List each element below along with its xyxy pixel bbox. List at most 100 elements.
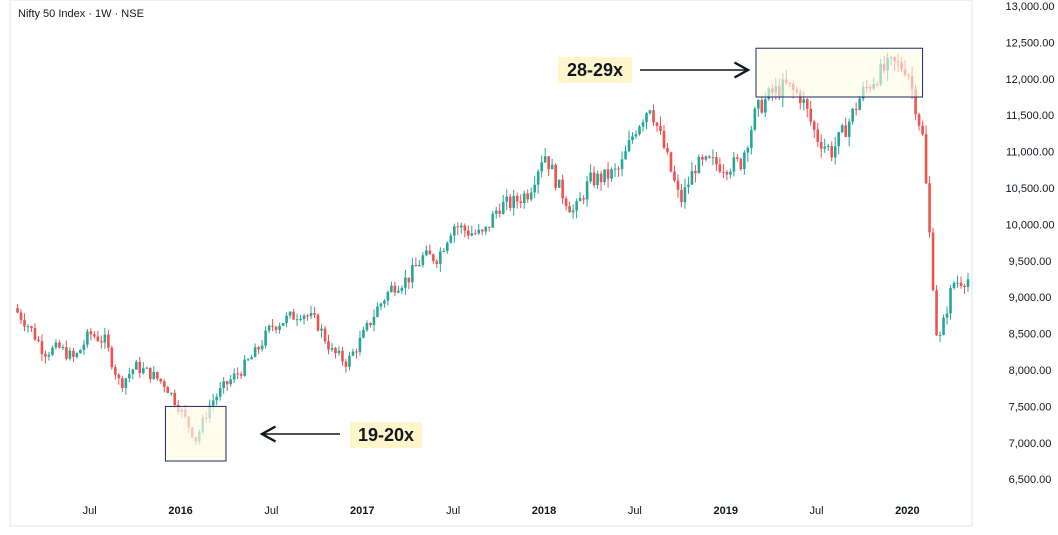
candle-up bbox=[51, 347, 54, 355]
candle-down bbox=[798, 92, 802, 103]
y-tick-label: 12,000.00 bbox=[1006, 74, 1055, 86]
candle-down bbox=[809, 108, 813, 122]
candle-up bbox=[103, 334, 107, 343]
candle-up bbox=[543, 156, 547, 163]
candle-down bbox=[519, 201, 523, 204]
candle-down bbox=[138, 361, 142, 374]
candle-down bbox=[257, 347, 260, 350]
candle-down bbox=[393, 285, 397, 293]
candle-up bbox=[449, 235, 453, 243]
candle-down bbox=[292, 311, 295, 320]
candle-up bbox=[610, 169, 613, 179]
candle-down bbox=[225, 381, 229, 385]
candle-down bbox=[313, 313, 316, 315]
candle-down bbox=[369, 322, 372, 326]
candle-down bbox=[236, 373, 239, 375]
candle-down bbox=[669, 152, 673, 172]
candle-down bbox=[114, 367, 117, 375]
candle-down bbox=[928, 183, 931, 233]
candle-up bbox=[54, 342, 58, 348]
candle-up bbox=[627, 140, 631, 152]
candle-down bbox=[924, 134, 928, 184]
candle-down bbox=[44, 353, 47, 357]
candle-up bbox=[421, 255, 425, 266]
candle-up bbox=[253, 347, 257, 358]
candle-down bbox=[561, 179, 564, 199]
candle-down bbox=[599, 173, 603, 183]
candle-down bbox=[58, 342, 61, 348]
candle-up bbox=[945, 313, 949, 318]
candle-down bbox=[341, 350, 344, 362]
candle-up bbox=[128, 373, 131, 379]
candle-up bbox=[124, 378, 128, 388]
x-tick-label: Jul bbox=[628, 505, 642, 517]
candle-up bbox=[613, 168, 617, 170]
candle-up bbox=[501, 201, 505, 214]
candle-up bbox=[603, 169, 606, 183]
candle-down bbox=[96, 336, 100, 342]
y-tick-label: 6,500.00 bbox=[1009, 474, 1052, 486]
x-axis: Jul 2016 Jul 2017 Jul 2018 Jul 2019 Jul 2020 bbox=[83, 505, 920, 517]
candle-down bbox=[65, 347, 68, 359]
candle-down bbox=[271, 325, 274, 327]
y-tick-label: 7,000.00 bbox=[1009, 438, 1052, 450]
candle-up bbox=[746, 147, 750, 153]
candle-down bbox=[568, 206, 571, 213]
candle-down bbox=[435, 261, 439, 264]
candle-up bbox=[285, 315, 288, 324]
candle-down bbox=[736, 157, 739, 159]
candle-down bbox=[655, 122, 659, 126]
x-tick-label: Jul bbox=[83, 505, 97, 517]
candle-down bbox=[89, 331, 93, 335]
candle-down bbox=[935, 290, 938, 336]
candle-up bbox=[938, 334, 942, 336]
candle-up bbox=[337, 350, 341, 354]
candle-down bbox=[718, 164, 722, 172]
candle-up bbox=[589, 172, 592, 182]
candle-down bbox=[33, 328, 37, 340]
candle-up bbox=[61, 347, 65, 349]
candle-up bbox=[512, 195, 516, 208]
chart-title: Nifty 50 Index · 1W · NSE bbox=[18, 8, 144, 20]
candle-down bbox=[40, 341, 44, 354]
candle-up bbox=[743, 152, 746, 170]
candle-down bbox=[662, 130, 666, 148]
candle-up bbox=[281, 323, 285, 326]
candle-up bbox=[453, 226, 456, 236]
candle-up bbox=[620, 159, 624, 170]
candle-down bbox=[666, 147, 669, 153]
candle-down bbox=[914, 88, 917, 115]
candle-down bbox=[816, 129, 820, 142]
candle-up bbox=[847, 121, 851, 137]
candle-down bbox=[148, 367, 152, 379]
candle-down bbox=[166, 387, 170, 394]
candle-up bbox=[243, 359, 246, 376]
candle-down bbox=[334, 347, 337, 354]
candle-down bbox=[812, 121, 816, 130]
candle-down bbox=[173, 392, 177, 406]
candle-down bbox=[659, 125, 662, 131]
candle-down bbox=[931, 232, 935, 291]
y-tick-label: 11,000.00 bbox=[1006, 147, 1054, 159]
candle-down bbox=[844, 125, 847, 137]
annotation-label-high: 28-29x bbox=[567, 60, 623, 80]
candle-down bbox=[100, 341, 103, 343]
candle-down bbox=[708, 156, 711, 158]
candle-up bbox=[757, 99, 760, 109]
candle-up bbox=[764, 98, 767, 113]
annotation-label-bg bbox=[350, 422, 422, 448]
candle-up bbox=[362, 330, 365, 338]
x-tick-label: 2019 bbox=[713, 505, 737, 517]
candle-up bbox=[687, 184, 690, 188]
candle-up bbox=[260, 345, 264, 350]
candle-down bbox=[680, 189, 683, 203]
candle-up bbox=[956, 282, 959, 284]
candle-up bbox=[634, 134, 638, 137]
candle-down bbox=[428, 250, 432, 255]
candle-down bbox=[414, 264, 418, 267]
candle-up bbox=[536, 171, 540, 185]
candle-down bbox=[715, 157, 718, 165]
candle-up bbox=[631, 136, 634, 141]
candle-up bbox=[711, 157, 715, 159]
candle-up bbox=[645, 113, 648, 123]
